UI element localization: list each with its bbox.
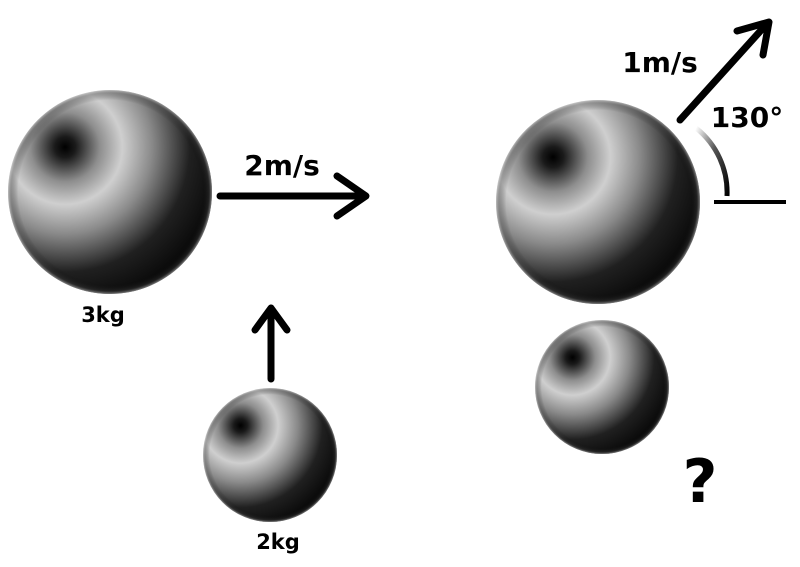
- small-ball-after: [535, 320, 669, 454]
- large-ball-mass-label: 3kg: [81, 303, 125, 327]
- unknown-velocity-question-mark: ?: [683, 447, 718, 517]
- large-ball-initial-velocity-label: 2m/s: [244, 149, 320, 182]
- small-ball-before: [203, 388, 337, 522]
- large-ball-before: [8, 90, 212, 294]
- large-ball-final-velocity-label: 1m/s: [622, 46, 698, 79]
- large-ball-after: [496, 100, 700, 304]
- angle-label: 130°: [711, 101, 783, 134]
- arrow-icon: [676, 18, 773, 124]
- arrow-icon: [251, 304, 291, 383]
- angle-arc-icon: [694, 126, 730, 197]
- arrow-icon: [216, 172, 370, 220]
- small-ball-mass-label: 2kg: [256, 530, 300, 554]
